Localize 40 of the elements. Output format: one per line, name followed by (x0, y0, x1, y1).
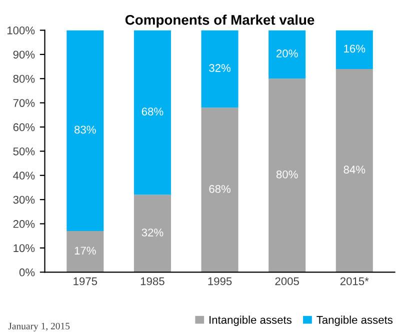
bar (134, 30, 171, 195)
bar (201, 30, 238, 108)
bar (268, 78, 306, 272)
x-tick-label: 1975 (74, 277, 98, 286)
y-tick-label: 0% (19, 268, 35, 276)
data-label: 84% (344, 166, 366, 174)
chart-title: Components of Market value (125, 14, 314, 28)
bar (134, 194, 171, 272)
y-tick-label: 70% (13, 99, 35, 107)
x-tick-label: 1995 (208, 277, 232, 286)
bar (336, 30, 373, 69)
bar (201, 108, 238, 272)
bar (336, 68, 373, 272)
data-label: 20% (276, 50, 298, 58)
bar (66, 30, 104, 232)
data-label: 68% (142, 108, 164, 116)
data-label: 17% (74, 246, 96, 255)
x-tick-label: 2005 (275, 277, 299, 286)
y-tick-label: 60% (13, 123, 35, 132)
y-tick-label: 50% (13, 147, 35, 156)
data-label: 80% (276, 170, 298, 178)
legend-label: Tangible assets (316, 316, 393, 326)
y-tick-label: 80% (13, 74, 35, 83)
bar (66, 231, 104, 272)
x-tick-label: 2015* (340, 277, 369, 286)
data-label: 16% (344, 44, 366, 53)
legend-label: Intangible assets (210, 316, 292, 326)
text: January 1, 2015 (8, 322, 70, 332)
y-tick-label: 30% (13, 196, 35, 204)
x-tick-label: 1985 (140, 277, 164, 286)
data-label: 32% (142, 228, 164, 236)
y-tick-label: 40% (13, 172, 35, 180)
data-label: 68% (209, 185, 231, 193)
data-label: 83% (74, 126, 96, 134)
y-tick-label: 90% (13, 50, 35, 59)
y-tick-label: 10% (14, 244, 35, 252)
y-tick-label: 20% (13, 220, 35, 228)
bar (268, 30, 306, 79)
y-tick-label: 100% (7, 26, 35, 34)
data-label: 32% (209, 64, 231, 72)
